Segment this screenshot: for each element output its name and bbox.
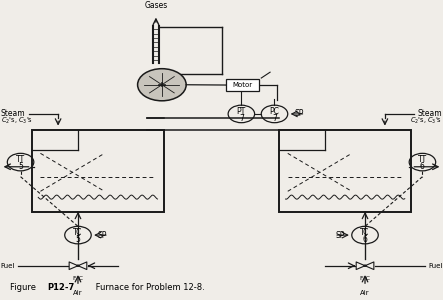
Text: TT: TT (418, 155, 427, 164)
Text: Fuel: Fuel (1, 263, 15, 269)
Text: 6: 6 (420, 162, 425, 171)
Text: TT: TT (16, 155, 25, 164)
Text: Steam: Steam (1, 110, 25, 118)
Text: Motor: Motor (233, 82, 253, 88)
Text: F C: F C (360, 276, 370, 281)
Text: PT: PT (237, 106, 246, 116)
Circle shape (364, 265, 366, 267)
Text: Fuel: Fuel (428, 263, 442, 269)
Text: Steam: Steam (418, 110, 442, 118)
Text: F C: F C (73, 276, 83, 281)
Text: SP: SP (294, 110, 304, 118)
Text: PC: PC (269, 106, 280, 116)
Text: $C_2$'s, $C_3$'s: $C_2$'s, $C_3$'s (1, 116, 33, 126)
Text: 6: 6 (362, 235, 367, 244)
Text: SP: SP (336, 231, 345, 240)
Text: TC: TC (73, 228, 83, 237)
Text: SP: SP (98, 231, 107, 240)
Text: Air: Air (73, 290, 83, 296)
Text: Figure: Figure (10, 283, 38, 292)
Text: 7: 7 (239, 114, 244, 123)
Text: P12-7: P12-7 (47, 283, 74, 292)
Bar (31, 130, 164, 212)
Text: 5: 5 (18, 162, 23, 171)
Text: Furnace for Problem 12-8.: Furnace for Problem 12-8. (93, 283, 205, 292)
Circle shape (138, 69, 186, 101)
Bar (226, 80, 259, 91)
Text: Gases: Gases (144, 1, 167, 10)
Text: 7: 7 (272, 114, 277, 123)
Bar (279, 130, 412, 212)
Text: TC: TC (360, 228, 370, 237)
Text: $C_2$'s, $C_3$'s: $C_2$'s, $C_3$'s (410, 116, 442, 126)
Circle shape (77, 265, 79, 267)
Text: Air: Air (360, 290, 370, 296)
Text: 5: 5 (76, 235, 81, 244)
